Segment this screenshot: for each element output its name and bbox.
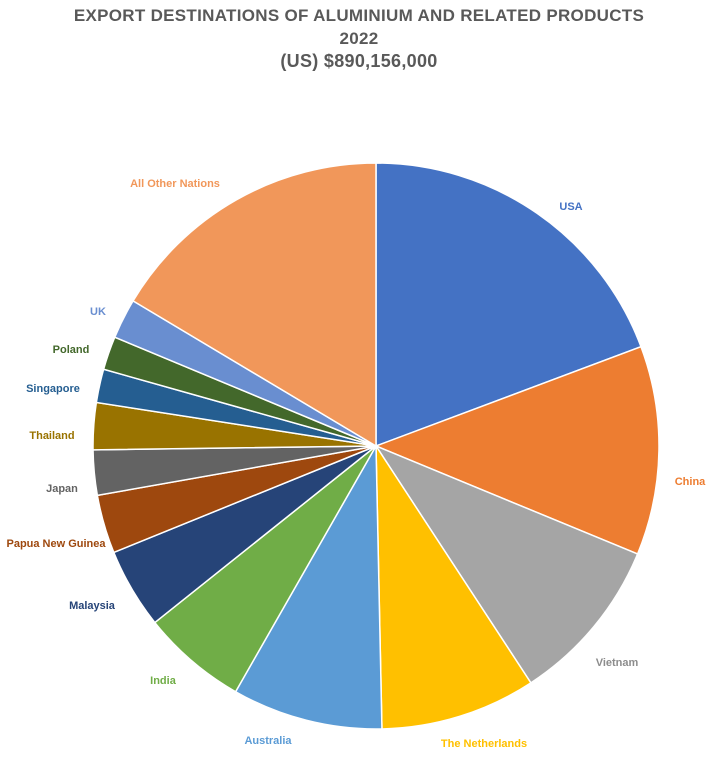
slice-label-australia: Australia — [244, 735, 292, 747]
slice-label-poland: Poland — [53, 344, 90, 356]
pie-slice-australia — [234, 443, 383, 730]
slice-label-india: India — [150, 675, 177, 687]
chart-subtitle: 2022 — [339, 29, 379, 48]
pie-slice-all-other-nations — [132, 162, 377, 448]
pie-slice-usa — [375, 162, 642, 448]
slice-label-the-netherlands: The Netherlands — [441, 738, 527, 750]
slice-label-vietnam: Vietnam — [596, 657, 639, 669]
slice-label-usa: USA — [559, 201, 582, 213]
slice-label-all-other-nations: All Other Nations — [130, 178, 220, 190]
chart-title-block: EXPORT DESTINATIONS OF ALUMINIUM AND REL… — [0, 4, 718, 73]
slice-label-china: China — [675, 476, 706, 488]
slice-label-uk: UK — [90, 306, 106, 318]
chart-title: EXPORT DESTINATIONS OF ALUMINIUM AND REL… — [73, 6, 645, 25]
pie-slice-china — [373, 345, 660, 555]
slice-label-malaysia: Malaysia — [69, 600, 116, 612]
slice-label-japan: Japan — [46, 483, 78, 495]
slice-label-papua-new-guinea: Papua New Guinea — [6, 538, 106, 550]
pie-slice-vietnam — [374, 444, 639, 684]
pie-slice-the-netherlands — [375, 443, 532, 730]
slice-label-singapore: Singapore — [26, 383, 80, 395]
chart-total-label: (US) $890,156,000 — [280, 51, 438, 71]
slice-label-thailand: Thailand — [29, 430, 74, 442]
